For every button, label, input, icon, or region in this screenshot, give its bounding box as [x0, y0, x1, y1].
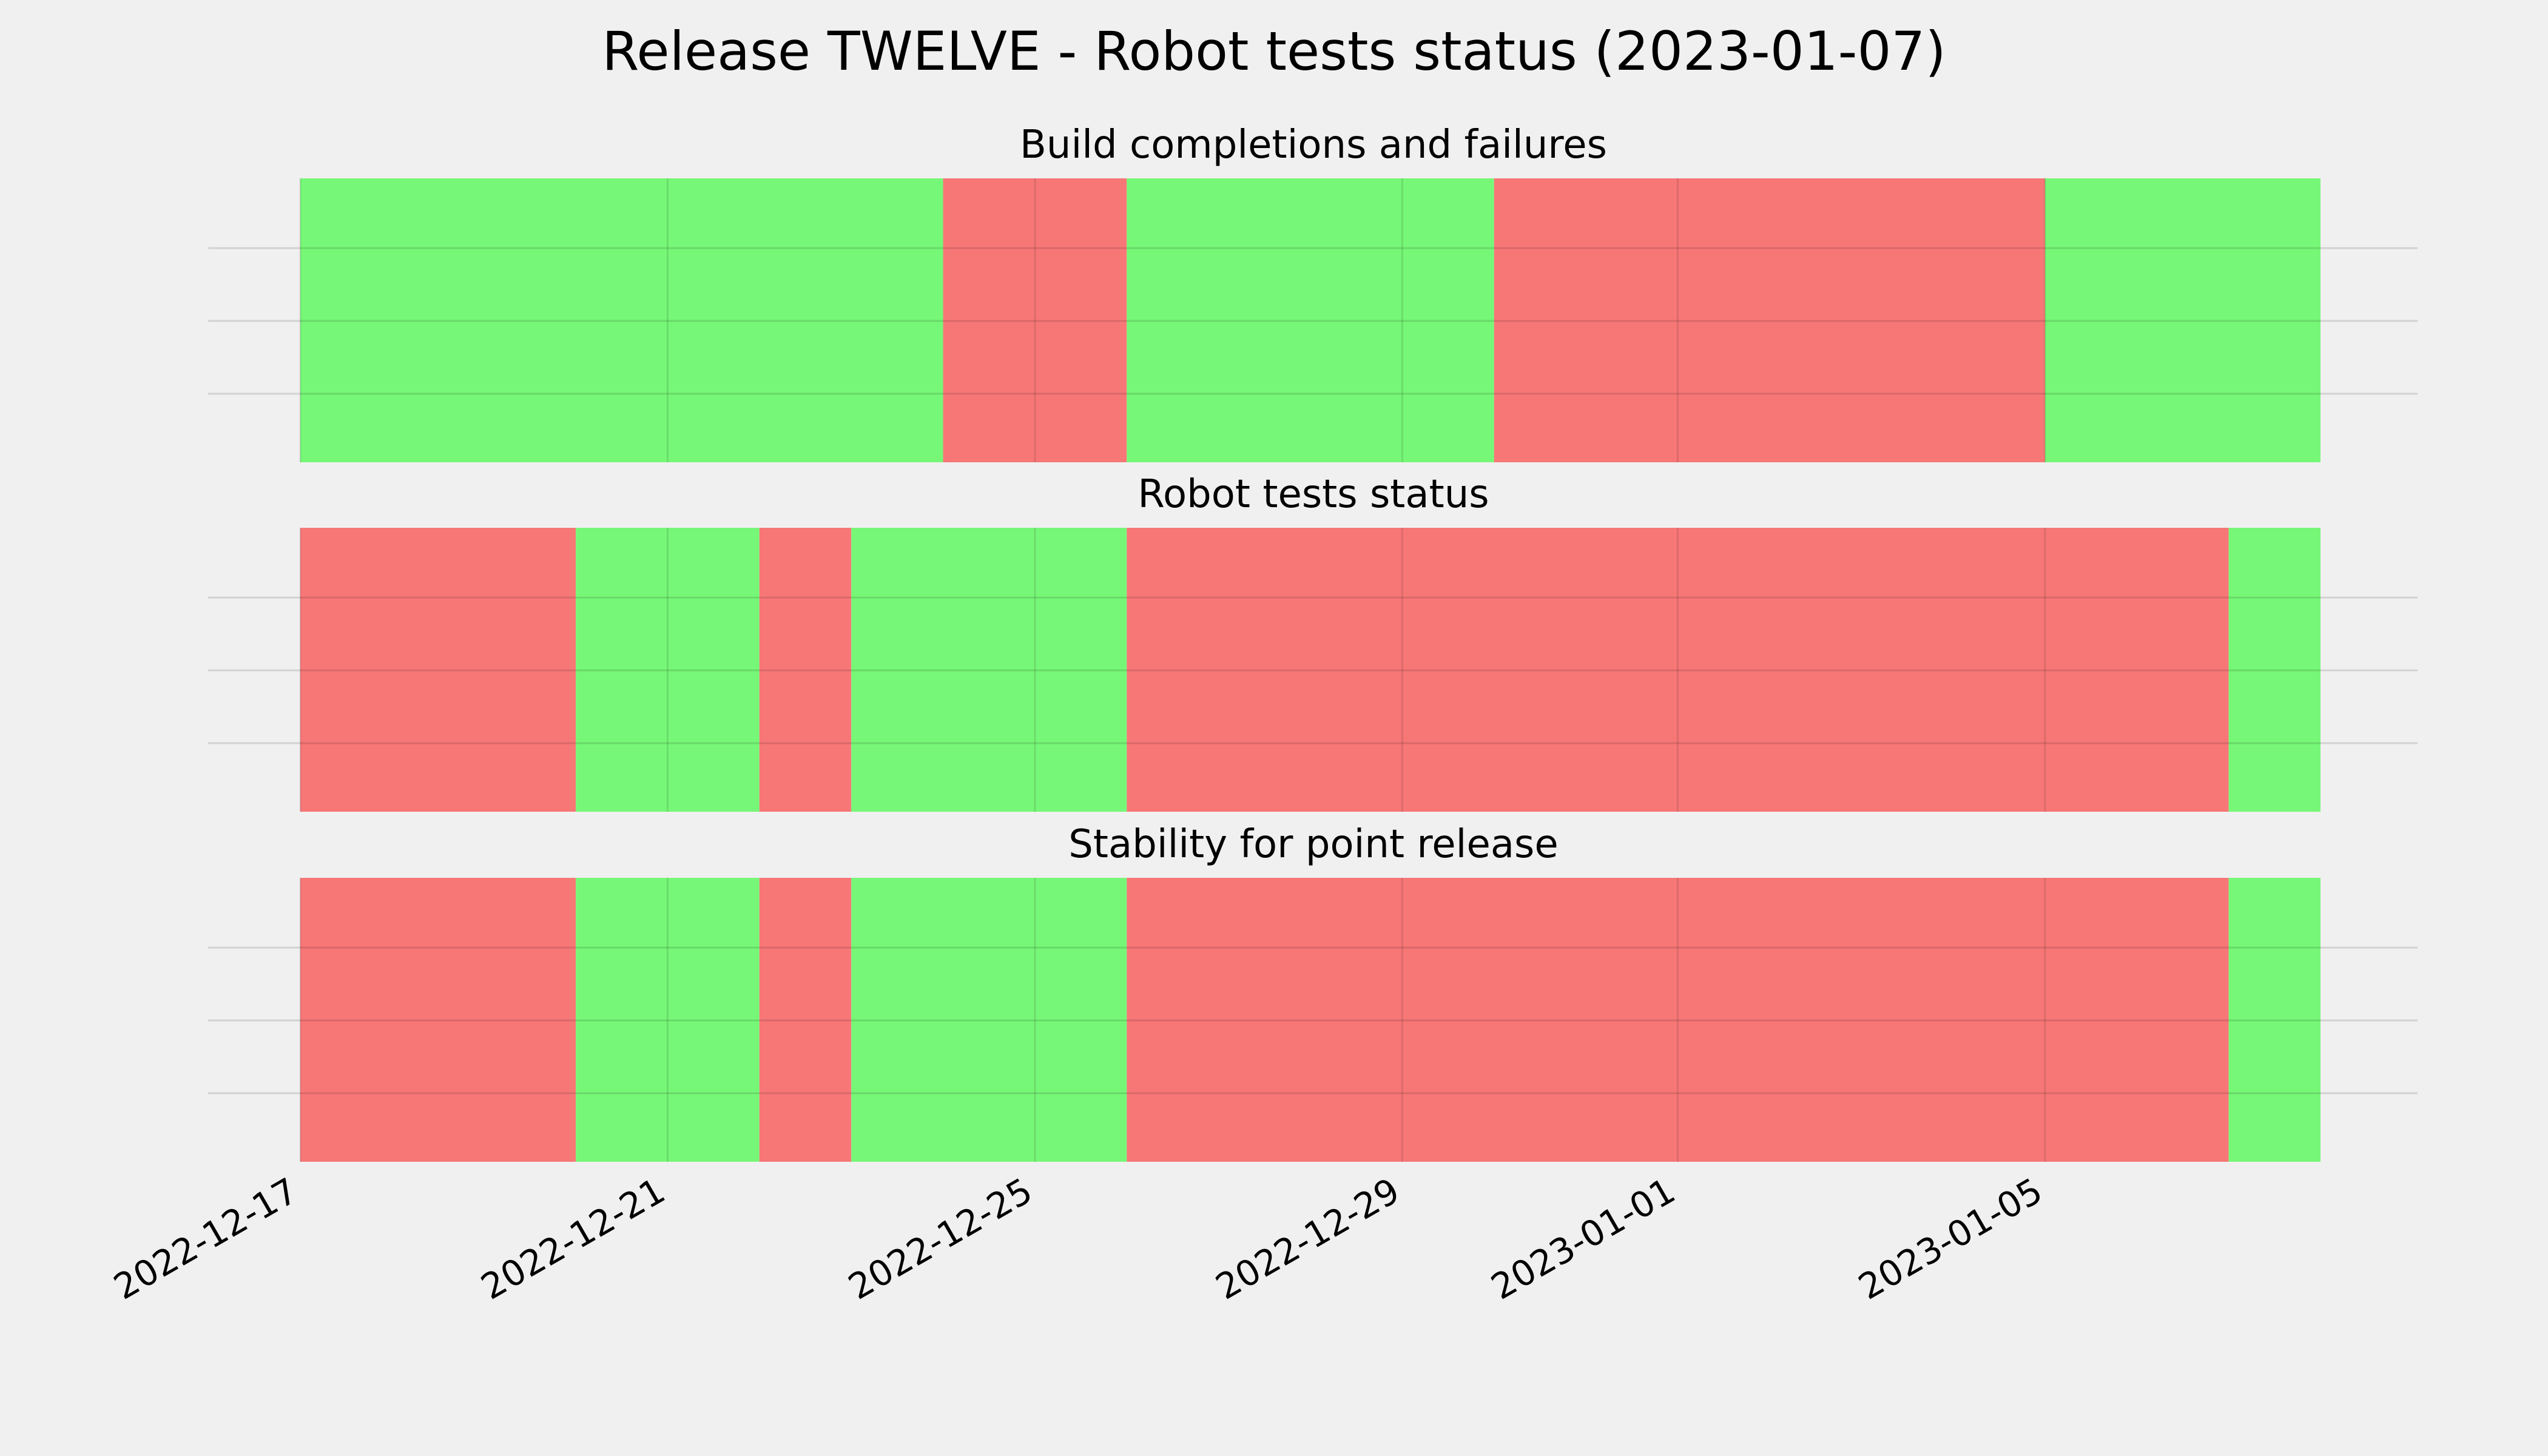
segment-fail: [759, 878, 852, 1162]
segment-fail: [759, 528, 852, 812]
segment-fail: [300, 878, 576, 1162]
panel-subtitle: Robot tests status: [1138, 472, 1489, 517]
segment-fail: [1127, 528, 2229, 812]
segment-pass: [851, 528, 1127, 812]
segment-fail: [300, 528, 576, 812]
segment-pass: [576, 878, 760, 1162]
segment-fail: [1494, 178, 2045, 462]
segment-pass: [2228, 528, 2320, 812]
segment-pass: [2228, 878, 2320, 1162]
segment-pass: [851, 878, 1127, 1162]
segment-pass: [300, 178, 943, 462]
segment-pass: [1127, 178, 1494, 462]
panel-stability: Stability for point release: [208, 822, 2418, 1162]
panel-build: Build completions and failures: [208, 123, 2418, 462]
panel-subtitle: Stability for point release: [1068, 822, 1559, 867]
segment-fail: [943, 178, 1127, 462]
panel-robot-tests: Robot tests status: [208, 472, 2418, 812]
segment-fail: [1127, 878, 2229, 1162]
segment-pass: [576, 528, 760, 812]
segment-pass: [2044, 178, 2320, 462]
chart-title: Release TWELVE - Robot tests status (202…: [602, 20, 1946, 83]
panel-subtitle: Build completions and failures: [1020, 123, 1607, 167]
